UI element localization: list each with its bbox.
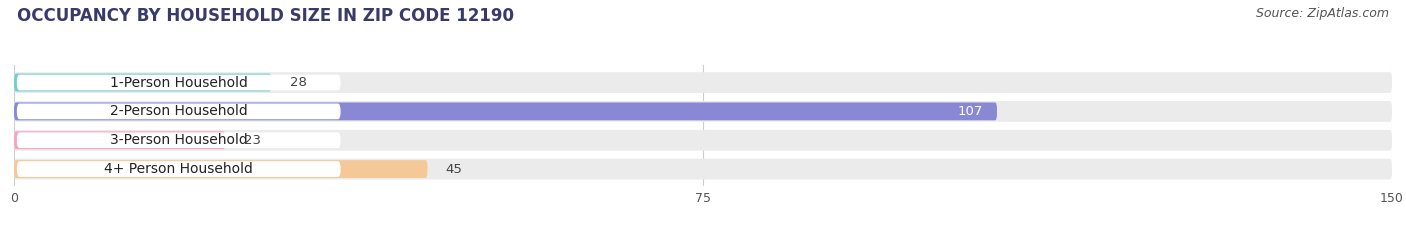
FancyBboxPatch shape: [14, 159, 1392, 179]
FancyBboxPatch shape: [17, 75, 340, 90]
FancyBboxPatch shape: [17, 161, 340, 177]
Text: 107: 107: [957, 105, 983, 118]
Text: 3-Person Household: 3-Person Household: [110, 133, 247, 147]
Text: 4+ Person Household: 4+ Person Household: [104, 162, 253, 176]
FancyBboxPatch shape: [17, 132, 340, 148]
FancyBboxPatch shape: [14, 103, 997, 120]
Text: 1-Person Household: 1-Person Household: [110, 75, 247, 89]
Text: Source: ZipAtlas.com: Source: ZipAtlas.com: [1256, 7, 1389, 20]
Text: 2-Person Household: 2-Person Household: [110, 104, 247, 118]
FancyBboxPatch shape: [14, 72, 1392, 93]
FancyBboxPatch shape: [17, 103, 340, 119]
Text: 28: 28: [290, 76, 307, 89]
Text: OCCUPANCY BY HOUSEHOLD SIZE IN ZIP CODE 12190: OCCUPANCY BY HOUSEHOLD SIZE IN ZIP CODE …: [17, 7, 513, 25]
Text: 23: 23: [243, 134, 260, 147]
FancyBboxPatch shape: [14, 74, 271, 92]
FancyBboxPatch shape: [14, 160, 427, 178]
FancyBboxPatch shape: [14, 131, 225, 149]
FancyBboxPatch shape: [14, 130, 1392, 151]
FancyBboxPatch shape: [14, 101, 1392, 122]
Text: 45: 45: [446, 163, 463, 176]
